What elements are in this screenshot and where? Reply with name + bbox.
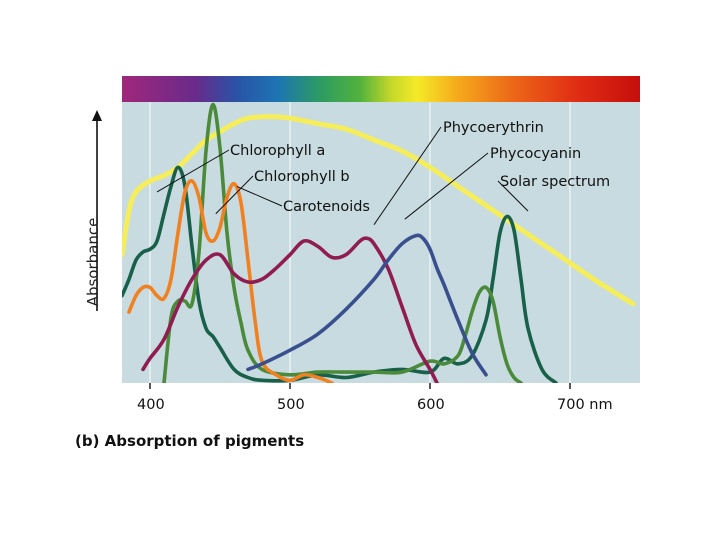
label-chlorophyll-a: Chlorophyll a [230, 143, 325, 159]
tick-label-600: 600 [417, 397, 445, 413]
label-carotenoids: Carotenoids [283, 199, 370, 215]
label-phycocyanin: Phycocyanin [490, 146, 581, 162]
series-carotenoids [127, 179, 334, 383]
label-solar-spectrum: Solar spectrum [500, 174, 610, 190]
leader-chlorophyll-b [215, 175, 254, 215]
series-phycoerythrin [141, 236, 439, 383]
leader-phycocyanin [404, 152, 489, 220]
x-axis-ticks: 400 500 600 700 nm [137, 383, 613, 413]
leader-chlorophyll-a [156, 149, 230, 193]
figure-caption: (b) Absorption of pigments [75, 432, 305, 450]
y-axis-label: Absorbance [84, 218, 102, 307]
series-chlorophyll-a [122, 165, 558, 383]
leader-lines [156, 126, 529, 225]
series-group [122, 102, 636, 383]
series-chlorophyll-b [162, 102, 523, 383]
series-phycocyanin [246, 233, 488, 377]
label-chlorophyll-b: Chlorophyll b [254, 169, 350, 185]
leader-phycoerythrin [373, 126, 442, 225]
leader-carotenoids [236, 185, 283, 207]
label-phycoerythrin: Phycoerythrin [443, 120, 544, 136]
tick-label-500: 500 [277, 397, 305, 413]
gridlines [149, 102, 571, 383]
y-axis-arrow-head [92, 110, 102, 121]
leader-solar-spectrum [497, 180, 529, 212]
tick-label-400: 400 [137, 397, 165, 413]
visible-spectrum-bar [122, 76, 640, 102]
tick-label-700: 700 nm [557, 397, 613, 413]
